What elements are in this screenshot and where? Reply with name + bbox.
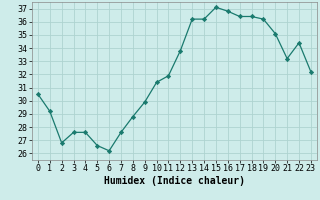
X-axis label: Humidex (Indice chaleur): Humidex (Indice chaleur) bbox=[104, 176, 245, 186]
